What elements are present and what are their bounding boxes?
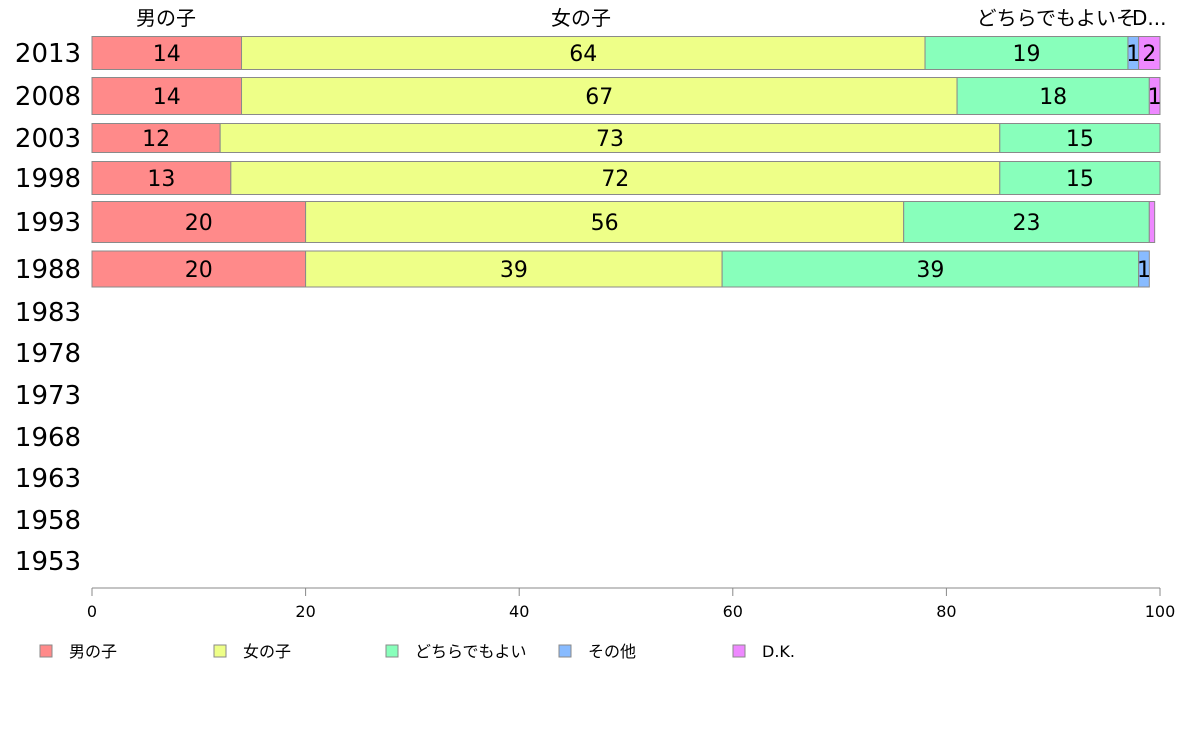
bar-1993-series-4: [1148, 201, 1156, 243]
bar-1993-series-0: [91, 201, 307, 243]
bar-1993-series-2: [903, 201, 1150, 243]
legend-swatch-3: [558, 644, 572, 658]
year-label-1968: 1968: [15, 423, 81, 453]
legend-label-2: どちらでもよい: [415, 642, 527, 661]
bar-2003-series-0: [91, 123, 221, 153]
year-label-1993: 1993: [15, 208, 81, 238]
year-label-1963: 1963: [15, 464, 81, 494]
bar-2013-series-1: [241, 36, 926, 70]
bar-2003-series-2: [999, 123, 1161, 153]
top-series-label-3: D...: [1132, 6, 1166, 30]
value-label-1993-2: 23: [1013, 211, 1041, 236]
year-label-1973: 1973: [15, 381, 81, 411]
top-series-label-0: 男の子: [136, 6, 196, 30]
year-label-1958: 1958: [15, 506, 81, 536]
bar-1998-series-2: [999, 161, 1161, 195]
value-label-2013-3: 1: [1126, 42, 1140, 67]
value-label-2013-2: 19: [1013, 42, 1041, 67]
bar-2008-series-2: [956, 77, 1150, 115]
value-label-1988-0: 20: [185, 258, 213, 283]
value-label-2013-0: 14: [153, 42, 181, 67]
year-label-1988: 1988: [15, 255, 81, 285]
value-label-2008-0: 14: [153, 85, 181, 110]
bar-1988-series-0: [91, 250, 307, 288]
legend-swatch-0: [39, 644, 53, 658]
value-label-2013-4: 2: [1142, 42, 1156, 67]
bar-1993-series-1: [305, 201, 905, 243]
bar-1988-series-3: [1138, 250, 1150, 288]
x-tick-label-100: 100: [1145, 602, 1176, 621]
year-label-1953: 1953: [15, 547, 81, 577]
x-axis: 0 20 40 60 80 100: [87, 587, 1176, 621]
value-label-2008-4: 1: [1148, 85, 1162, 110]
year-labels: 2013 2008 2003 1998 1993 1988 1983 1978 1973 1968…: [15, 39, 81, 577]
bar-2013-series-0: [91, 36, 243, 70]
year-label-1983: 1983: [15, 298, 81, 328]
value-label-2013-1: 64: [569, 42, 597, 67]
year-label-2008: 2008: [15, 82, 81, 112]
bar-1998-series-1: [230, 161, 1001, 195]
legend-swatch-2: [385, 644, 399, 658]
value-label-1988-3: 1: [1137, 258, 1151, 283]
bar-2008-series-4: [1148, 77, 1161, 115]
x-tick-label-20: 20: [295, 602, 315, 621]
legend-swatch-1: [213, 644, 227, 658]
year-label-2013: 2013: [15, 39, 81, 69]
x-tick-label-40: 40: [509, 602, 529, 621]
year-label-1998: 1998: [15, 164, 81, 194]
value-label-1998-0: 13: [147, 167, 175, 192]
legend-label-0: 男の子: [69, 642, 117, 661]
value-label-2003-0: 12: [142, 127, 170, 152]
value-label-1993-1: 56: [591, 211, 619, 236]
year-label-2003: 2003: [15, 124, 81, 154]
value-label-1998-2: 15: [1066, 167, 1094, 192]
value-label-2008-1: 67: [585, 85, 613, 110]
top-series-label-1: 女の子: [551, 6, 611, 30]
legend-label-3: その他: [588, 642, 636, 661]
legend-swatch-4: [732, 644, 746, 658]
bar-2013-series-2: [924, 36, 1129, 70]
top-series-label-2: どちらでもよいそ: [977, 6, 1136, 30]
value-label-2008-2: 18: [1039, 85, 1067, 110]
value-label-1993-0: 20: [185, 211, 213, 236]
year-label-1978: 1978: [15, 339, 81, 369]
x-tick-label-60: 60: [723, 602, 743, 621]
value-label-1988-2: 39: [916, 258, 944, 283]
legend-label-1: 女の子: [243, 642, 291, 661]
top-labels: 男の子 女の子 どちらでもよいそD...: [136, 6, 1166, 30]
bar-2008-series-0: [91, 77, 243, 115]
bar-2003-series-1: [219, 123, 1001, 153]
x-tick-label-0: 0: [87, 602, 97, 621]
x-tick-label-80: 80: [936, 602, 956, 621]
bar-2013-series-4: [1138, 36, 1161, 70]
bar-1998-series-0: [91, 161, 232, 195]
value-label-2003-2: 15: [1066, 127, 1094, 152]
legend-label-4: D.K.: [762, 642, 795, 661]
bar-1988-series-1: [305, 250, 723, 288]
legend: 男の子 女の子 どちらでもよい その他 D.K.: [39, 642, 795, 661]
value-label-1998-1: 72: [601, 167, 629, 192]
value-label-2003-1: 73: [596, 127, 624, 152]
value-label-1988-1: 39: [500, 258, 528, 283]
bar-2008-series-1: [241, 77, 958, 115]
